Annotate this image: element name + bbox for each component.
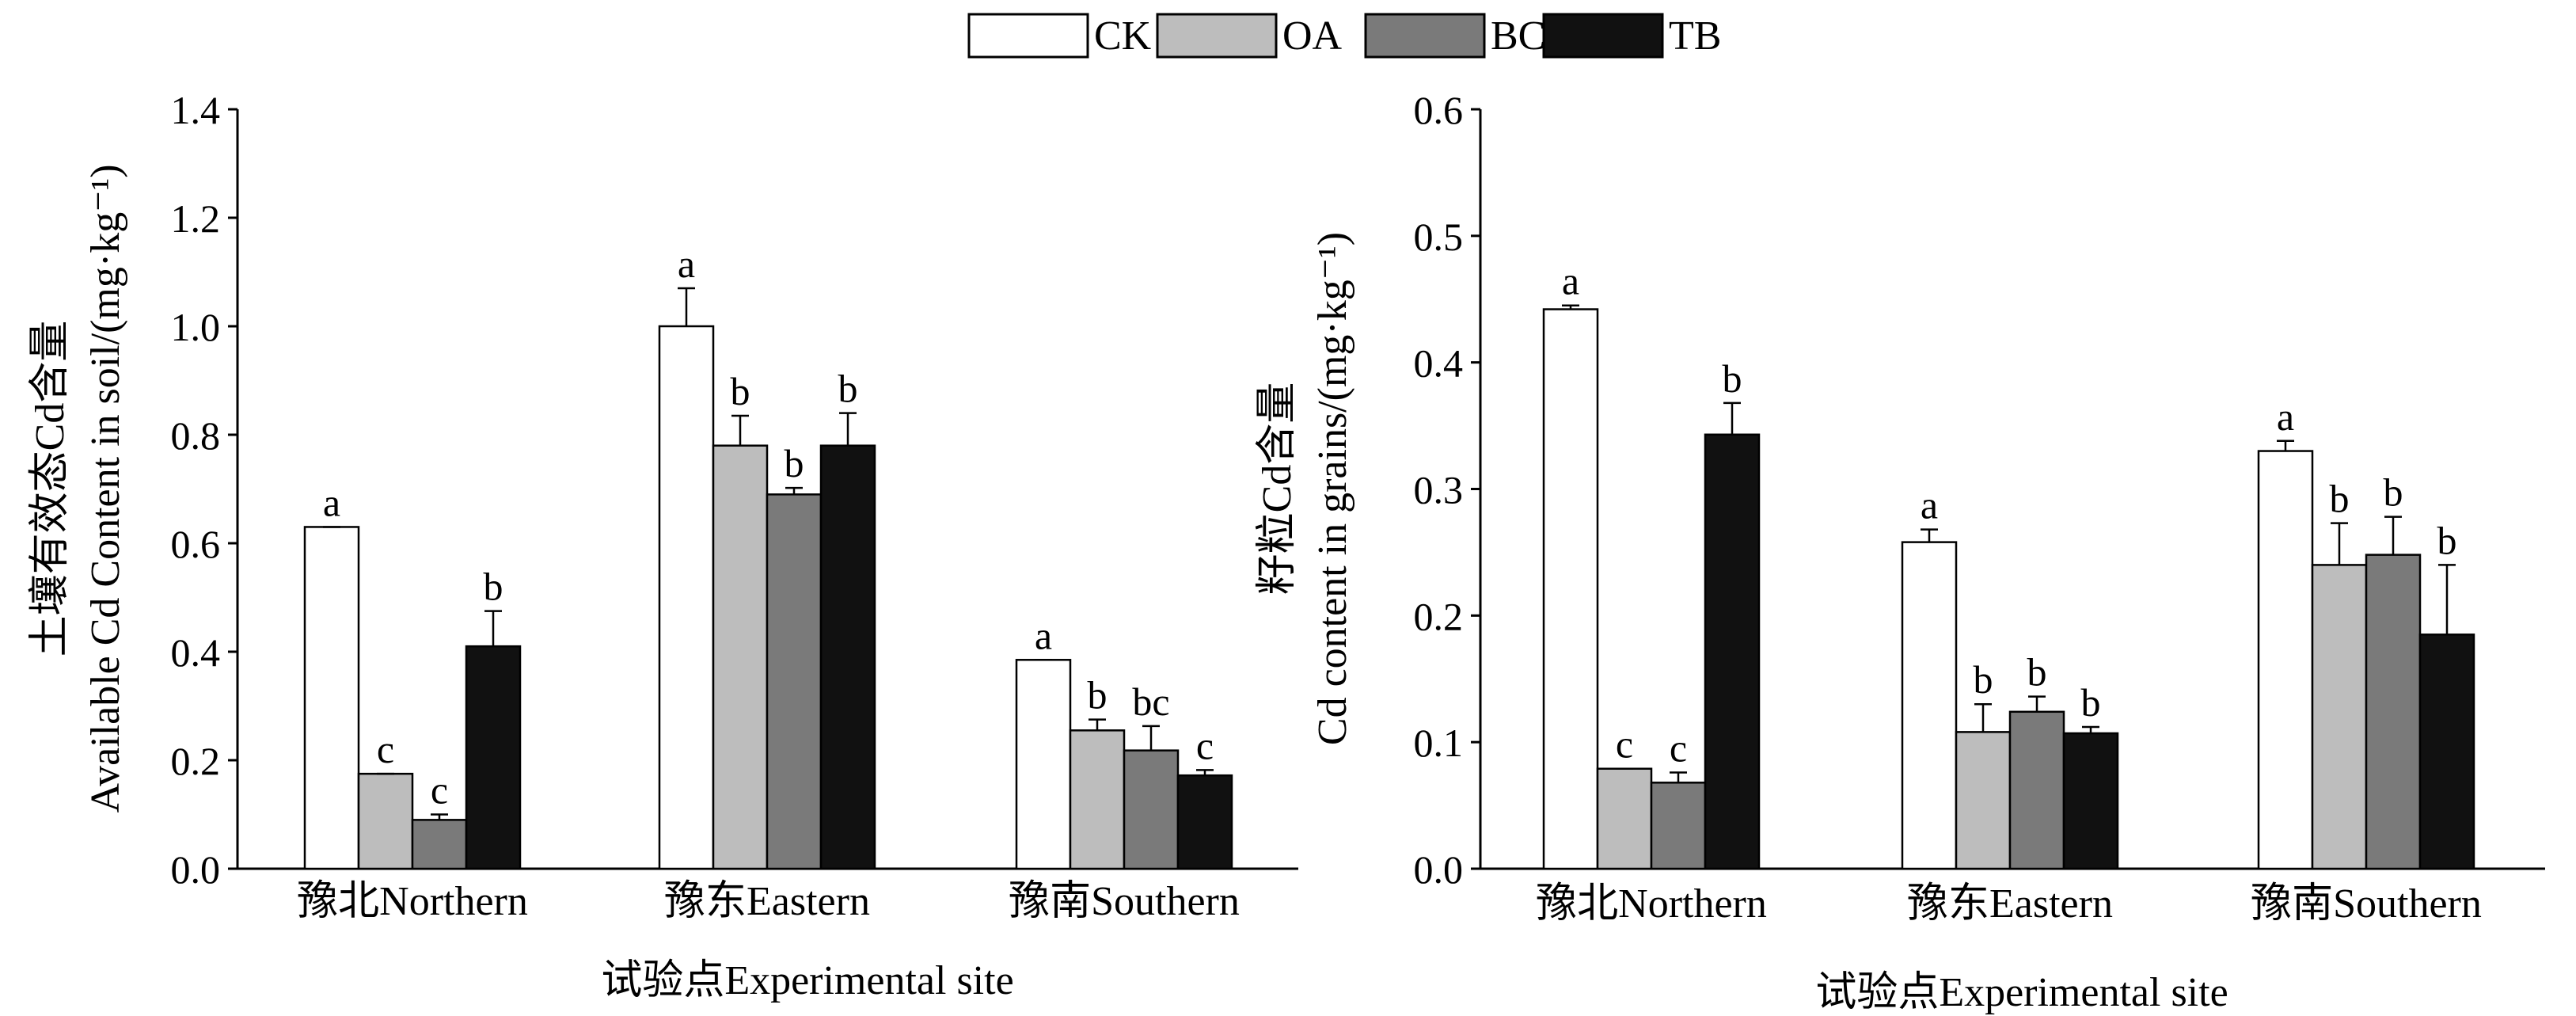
y-axis-label-en: Available Cd Content in soil/(mg·kg⁻¹) — [83, 164, 128, 812]
bar-tb — [1176, 774, 1233, 870]
significance-letter: a — [2277, 394, 2294, 439]
y-tick-label: 0.3 — [1414, 468, 1464, 512]
bar-ck — [1542, 308, 1599, 870]
y-axis-label-en: Cd content in grains/(mg·kg⁻¹) — [1310, 232, 1355, 745]
y-tick-label: 0.4 — [1414, 341, 1464, 386]
significance-letter: b — [2081, 680, 2101, 725]
y-tick-label: 0.5 — [1414, 215, 1464, 259]
significance-letter: c — [1670, 726, 1687, 771]
x-tick-label: 豫南Southern — [2251, 881, 2482, 927]
bar-oa — [2311, 564, 2368, 870]
bar-bc — [2008, 710, 2065, 870]
legend-swatch-ck — [967, 13, 1089, 59]
significance-letter: b — [2027, 650, 2047, 694]
significance-letter: c — [1616, 722, 1633, 767]
significance-letter: bc — [1132, 679, 1169, 724]
significance-letter: a — [1921, 483, 1938, 527]
significance-letter: b — [838, 367, 858, 411]
y-tick-label: 0.2 — [171, 739, 221, 783]
y-tick-label: 0.0 — [171, 847, 221, 892]
y-tick-label: 1.0 — [171, 305, 221, 349]
significance-letter: b — [785, 441, 804, 485]
bar-ck — [2257, 450, 2314, 870]
y-tick-label: 0.2 — [1414, 594, 1464, 638]
bar-tb — [2062, 732, 2119, 870]
significance-letter: a — [323, 480, 340, 524]
x-tick-label: 豫北Northern — [1536, 881, 1767, 927]
x-axis-label: 试验点Experimental site — [601, 958, 1013, 1003]
significance-letter: b — [1723, 356, 1742, 401]
y-tick-label: 1.4 — [171, 88, 221, 132]
x-tick-label: 豫南Southern — [1009, 879, 1240, 924]
significance-letter: a — [678, 242, 695, 286]
bar-tb — [2418, 634, 2475, 870]
x-axis-label: 试验点Experimental site — [1815, 970, 2228, 1015]
bar-ck — [1901, 541, 1958, 870]
y-tick-label: 0.0 — [1414, 847, 1464, 892]
significance-letter: b — [1088, 673, 1108, 717]
bar-bc — [766, 493, 823, 870]
significance-letter: b — [2384, 470, 2403, 515]
y-tick-label: 0.6 — [171, 522, 221, 566]
bar-tb — [1704, 433, 1761, 870]
y-tick-label: 0.6 — [1414, 88, 1464, 132]
significance-letter: c — [377, 727, 394, 771]
bar-oa — [1596, 767, 1653, 870]
x-tick-label: 豫东Eastern — [664, 879, 870, 924]
legend-swatch-bc — [1364, 13, 1486, 59]
significance-letter: a — [1035, 613, 1052, 657]
x-tick-label: 豫北Northern — [297, 879, 528, 924]
significance-letter: a — [1562, 259, 1579, 303]
significance-letter: b — [484, 565, 503, 609]
significance-letter: c — [431, 768, 448, 812]
significance-letter: c — [1196, 723, 1214, 767]
significance-letter: b — [731, 369, 750, 413]
y-tick-label: 0.4 — [171, 630, 221, 675]
bar-ck — [303, 526, 360, 870]
significance-letter: b — [2330, 477, 2350, 521]
y-axis-label-zh: 土壤有效态Cd含量 — [28, 321, 73, 657]
y-tick-label: 0.8 — [171, 413, 221, 458]
legend-label-ck: CK — [1094, 13, 1152, 59]
bar-ck — [1015, 659, 1072, 870]
bar-oa — [357, 772, 414, 870]
bar-bc — [2365, 554, 2422, 870]
significance-letter: b — [1974, 657, 1993, 702]
y-tick-label: 1.2 — [171, 196, 221, 241]
bar-bc — [411, 819, 468, 870]
significance-letter: b — [2437, 518, 2457, 562]
x-tick-label: 豫东Eastern — [1907, 881, 2113, 927]
bar-ck — [658, 325, 715, 870]
bar-tb — [465, 645, 522, 870]
legend-label-bc: BC — [1491, 13, 1545, 59]
soil-cd-chart: 0.0 0.2 0.4 0.6 0.8 1.0 1.2 1.4 豫北Northern 豫东East… — [28, 88, 1298, 1003]
y-tick-label: 0.1 — [1414, 721, 1464, 765]
legend-swatch-tb — [1542, 13, 1664, 59]
legend-label-oa: OA — [1282, 13, 1343, 59]
bar-tb — [819, 444, 876, 870]
grain-cd-chart: 0.0 0.1 0.2 0.3 0.4 0.5 0.6 豫北Northern 豫东Eastern… — [1255, 88, 2545, 1015]
y-axis-label-zh: 籽粒Cd含量 — [1255, 382, 1300, 596]
bar-bc — [1123, 749, 1180, 870]
bar-oa — [1069, 729, 1126, 870]
legend: CK OA BC TB — [967, 13, 1721, 59]
bar-bc — [1650, 782, 1707, 870]
bar-oa — [1955, 731, 2012, 870]
legend-label-tb: TB — [1669, 13, 1721, 59]
legend-swatch-oa — [1156, 13, 1278, 59]
bar-oa — [712, 444, 769, 870]
